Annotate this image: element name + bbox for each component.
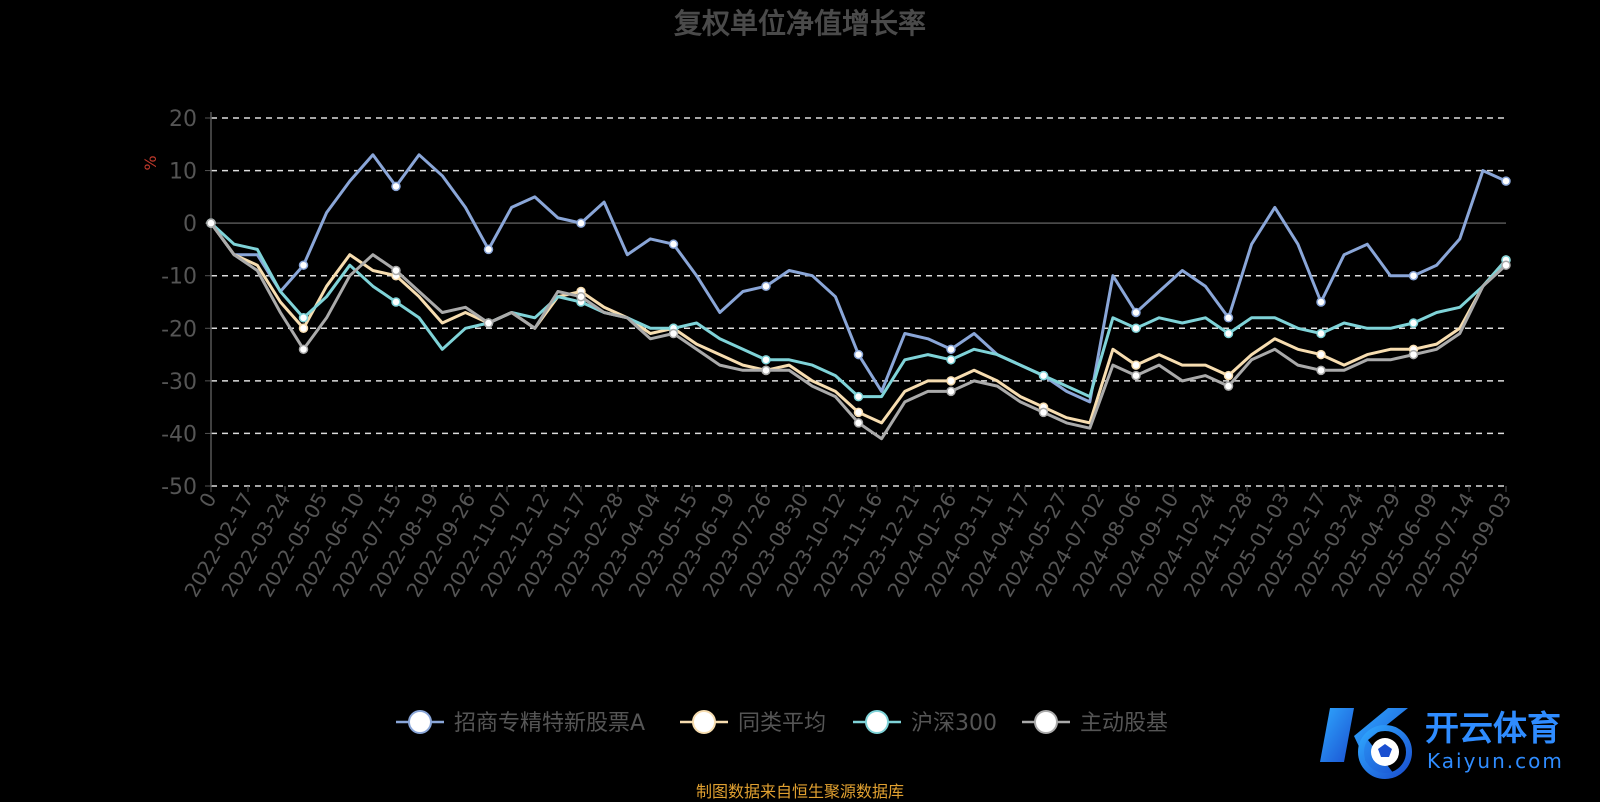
series-marker-0: [668, 239, 679, 249]
series-marker-3: [668, 328, 679, 339]
y-tick-label: 20: [169, 107, 197, 132]
series-marker-2: [1038, 370, 1049, 381]
series-marker-3: [576, 291, 586, 302]
logo-k-arm: [1354, 708, 1408, 774]
series-marker-3: [483, 318, 494, 328]
series-marker-3: [946, 386, 956, 397]
series-marker-3: [1501, 260, 1511, 270]
legend-label-1: 同类平均: [738, 711, 826, 736]
logo-text: 开云体育: [1425, 709, 1561, 749]
series-marker-3: [391, 265, 401, 276]
y-axis: 20 10 0 -10 -20 -30 -40 -50: [161, 107, 212, 500]
legend-label-3: 主动股基: [1080, 711, 1168, 736]
chart-title: 复权单位净值增长率: [674, 7, 926, 40]
logo-url: Kaiyun.com: [1427, 749, 1564, 773]
series-marker-0: [761, 281, 771, 291]
series-marker-3: [298, 344, 309, 355]
y-tick-label: -50: [161, 475, 197, 500]
series-marker-0: [1408, 270, 1419, 281]
y-tick-label: -10: [161, 265, 197, 290]
series-marker-0: [298, 260, 309, 270]
series-marker-2: [298, 313, 309, 323]
y-tick-label: 0: [183, 212, 197, 237]
series-marker-1: [946, 376, 956, 386]
series-marker-2: [946, 355, 956, 365]
source-note: 制图数据来自恒生聚源数据库: [695, 782, 904, 801]
legend-marker-0: [408, 710, 432, 734]
series-marker-0: [946, 344, 956, 355]
y-tick-label: -30: [161, 370, 197, 395]
grid-lines: [211, 117, 1506, 487]
series-marker-0: [483, 244, 494, 255]
logo-ball-patch: [1378, 744, 1392, 757]
series-marker-3: [853, 418, 864, 428]
series-marker-1: [1131, 360, 1141, 370]
series-marker-2: [391, 297, 401, 307]
series-marker-2: [761, 355, 771, 365]
x-tick-label: 0: [194, 489, 221, 512]
y-tick-label: -20: [161, 317, 197, 342]
y-tick-label: 10: [169, 160, 197, 185]
series-marker-3: [1038, 407, 1049, 418]
series-marker-3: [761, 365, 771, 376]
logo-ring: [1358, 725, 1412, 779]
series-marker-1: [853, 407, 864, 418]
legend-label-2: 沪深300: [911, 711, 997, 736]
legend-label-0: 招商专精特新股票A: [454, 711, 645, 736]
series-marker-0: [1316, 297, 1326, 307]
series-marker-1: [1223, 370, 1234, 381]
y-axis-label: %: [141, 155, 160, 170]
series-marker-2: [1131, 323, 1141, 334]
series-marker-3: [1408, 349, 1419, 360]
series-lines: [206, 153, 1511, 441]
series-marker-0: [1131, 307, 1141, 318]
series-marker-3: [206, 218, 216, 228]
series-marker-2: [1316, 328, 1326, 339]
logo-k-stem: [1320, 708, 1354, 762]
kaiyun-logo: 开云体育 Kaiyun.com: [1320, 708, 1564, 779]
x-axis: 02022-02-172022-03-242022-05-052022-06-1…: [179, 486, 1516, 601]
series-marker-0: [576, 218, 586, 228]
series-marker-0: [1223, 313, 1234, 323]
legend: 招商专精特新股票A 同类平均 沪深300 主动股基: [396, 710, 1168, 736]
series-marker-0: [853, 349, 864, 360]
legend-marker-1: [692, 710, 716, 734]
series-marker-0: [1501, 176, 1511, 186]
legend-marker-2: [865, 710, 889, 734]
series-marker-1: [1316, 349, 1326, 360]
series-marker-2: [1408, 318, 1419, 328]
series-marker-3: [1223, 381, 1234, 391]
series-marker-0: [391, 181, 401, 192]
series-marker-3: [1131, 370, 1141, 381]
series-line-2: [209, 221, 1508, 399]
y-tick-label: -40: [161, 422, 197, 447]
series-marker-2: [1223, 328, 1234, 339]
series-marker-3: [1316, 365, 1326, 376]
legend-marker-3: [1034, 710, 1058, 734]
series-marker-2: [853, 391, 864, 402]
series-marker-1: [298, 323, 309, 334]
